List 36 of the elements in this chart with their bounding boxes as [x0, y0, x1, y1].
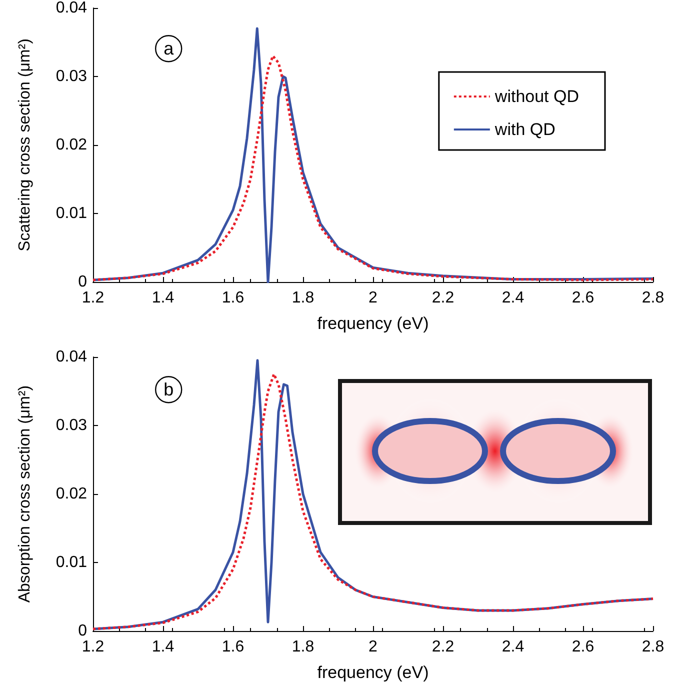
legend-label: without QD: [494, 87, 580, 106]
y-tick-label: 0: [78, 622, 88, 640]
y-tick-label: 0.03: [56, 68, 88, 85]
x-tick-label: 1.8: [292, 290, 314, 306]
y-tick-label: 0.02: [56, 136, 88, 154]
y-tick-label: 0: [78, 274, 88, 290]
annotation: a: [164, 38, 175, 59]
annotation: b: [164, 380, 174, 400]
x-tick-label: 2.2: [432, 638, 454, 656]
x-tick-label: 1.4: [152, 290, 174, 306]
x-tick-label: 1.8: [292, 638, 314, 656]
legend-label: with QD: [494, 120, 556, 139]
x-tick-label: 1.6: [222, 638, 244, 656]
x-axis-title: frequency (eV): [317, 663, 429, 682]
x-tick-label: 2.4: [502, 290, 524, 306]
y-tick-label: 0.01: [56, 205, 88, 222]
x-tick-label: 2: [368, 290, 378, 306]
x-tick-label: 2.8: [642, 638, 664, 656]
x-tick-label: 1.4: [152, 638, 174, 656]
x-tick-label: 2.8: [642, 290, 664, 306]
x-tick-label: 2: [368, 638, 378, 656]
x-tick-label: 1.2: [82, 638, 104, 656]
y-tick-label: 0.04: [56, 348, 88, 366]
x-tick-label: 1.6: [222, 290, 244, 306]
x-tick-label: 2.4: [502, 638, 524, 656]
y-tick-label: 0.01: [56, 554, 88, 571]
y-axis-title: Absorption cross section (μm²): [16, 385, 34, 603]
x-tick-label: 2.6: [572, 290, 594, 306]
y-axis-title: Scattering cross section (μm²): [16, 38, 34, 252]
x-axis-title: frequency (eV): [317, 314, 429, 333]
y-tick-label: 0.03: [56, 417, 88, 434]
y-tick-label: 0.04: [56, 0, 88, 16]
x-tick-label: 2.6: [572, 638, 594, 656]
y-tick-label: 0.02: [56, 486, 88, 502]
x-tick-label: 1.2: [82, 290, 104, 306]
x-tick-label: 2.2: [432, 290, 454, 306]
